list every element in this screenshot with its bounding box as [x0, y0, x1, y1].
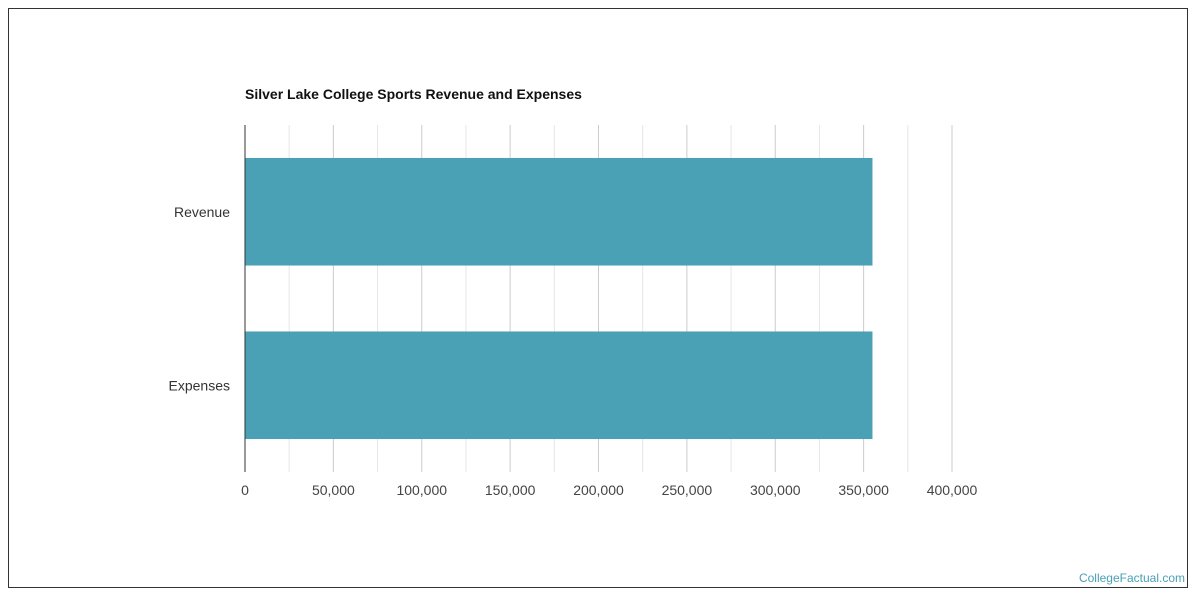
x-tick-label: 100,000 — [396, 482, 447, 498]
x-tick-label: 0 — [241, 482, 249, 498]
category-labels: Revenue Expenses — [169, 204, 231, 394]
category-label-expenses: Expenses — [169, 377, 230, 393]
x-tick-label: 200,000 — [573, 482, 624, 498]
x-tick-label: 300,000 — [750, 482, 801, 498]
x-tick-labels: 0 50,000 100,000 150,000 200,000 250,000 300,0… — [241, 482, 977, 498]
chart-title: Silver Lake College Sports Revenue and E… — [245, 86, 582, 102]
bar-expenses — [245, 331, 873, 440]
x-tick-label: 400,000 — [927, 482, 978, 498]
category-label-revenue: Revenue — [174, 204, 230, 220]
x-tick-label: 50,000 — [312, 482, 355, 498]
x-tick-label: 350,000 — [838, 482, 889, 498]
x-tick-label: 150,000 — [485, 482, 536, 498]
bars — [245, 157, 873, 440]
bar-revenue — [245, 157, 873, 266]
x-tick-label: 250,000 — [662, 482, 713, 498]
watermark: CollegeFactual.com — [1078, 571, 1185, 585]
